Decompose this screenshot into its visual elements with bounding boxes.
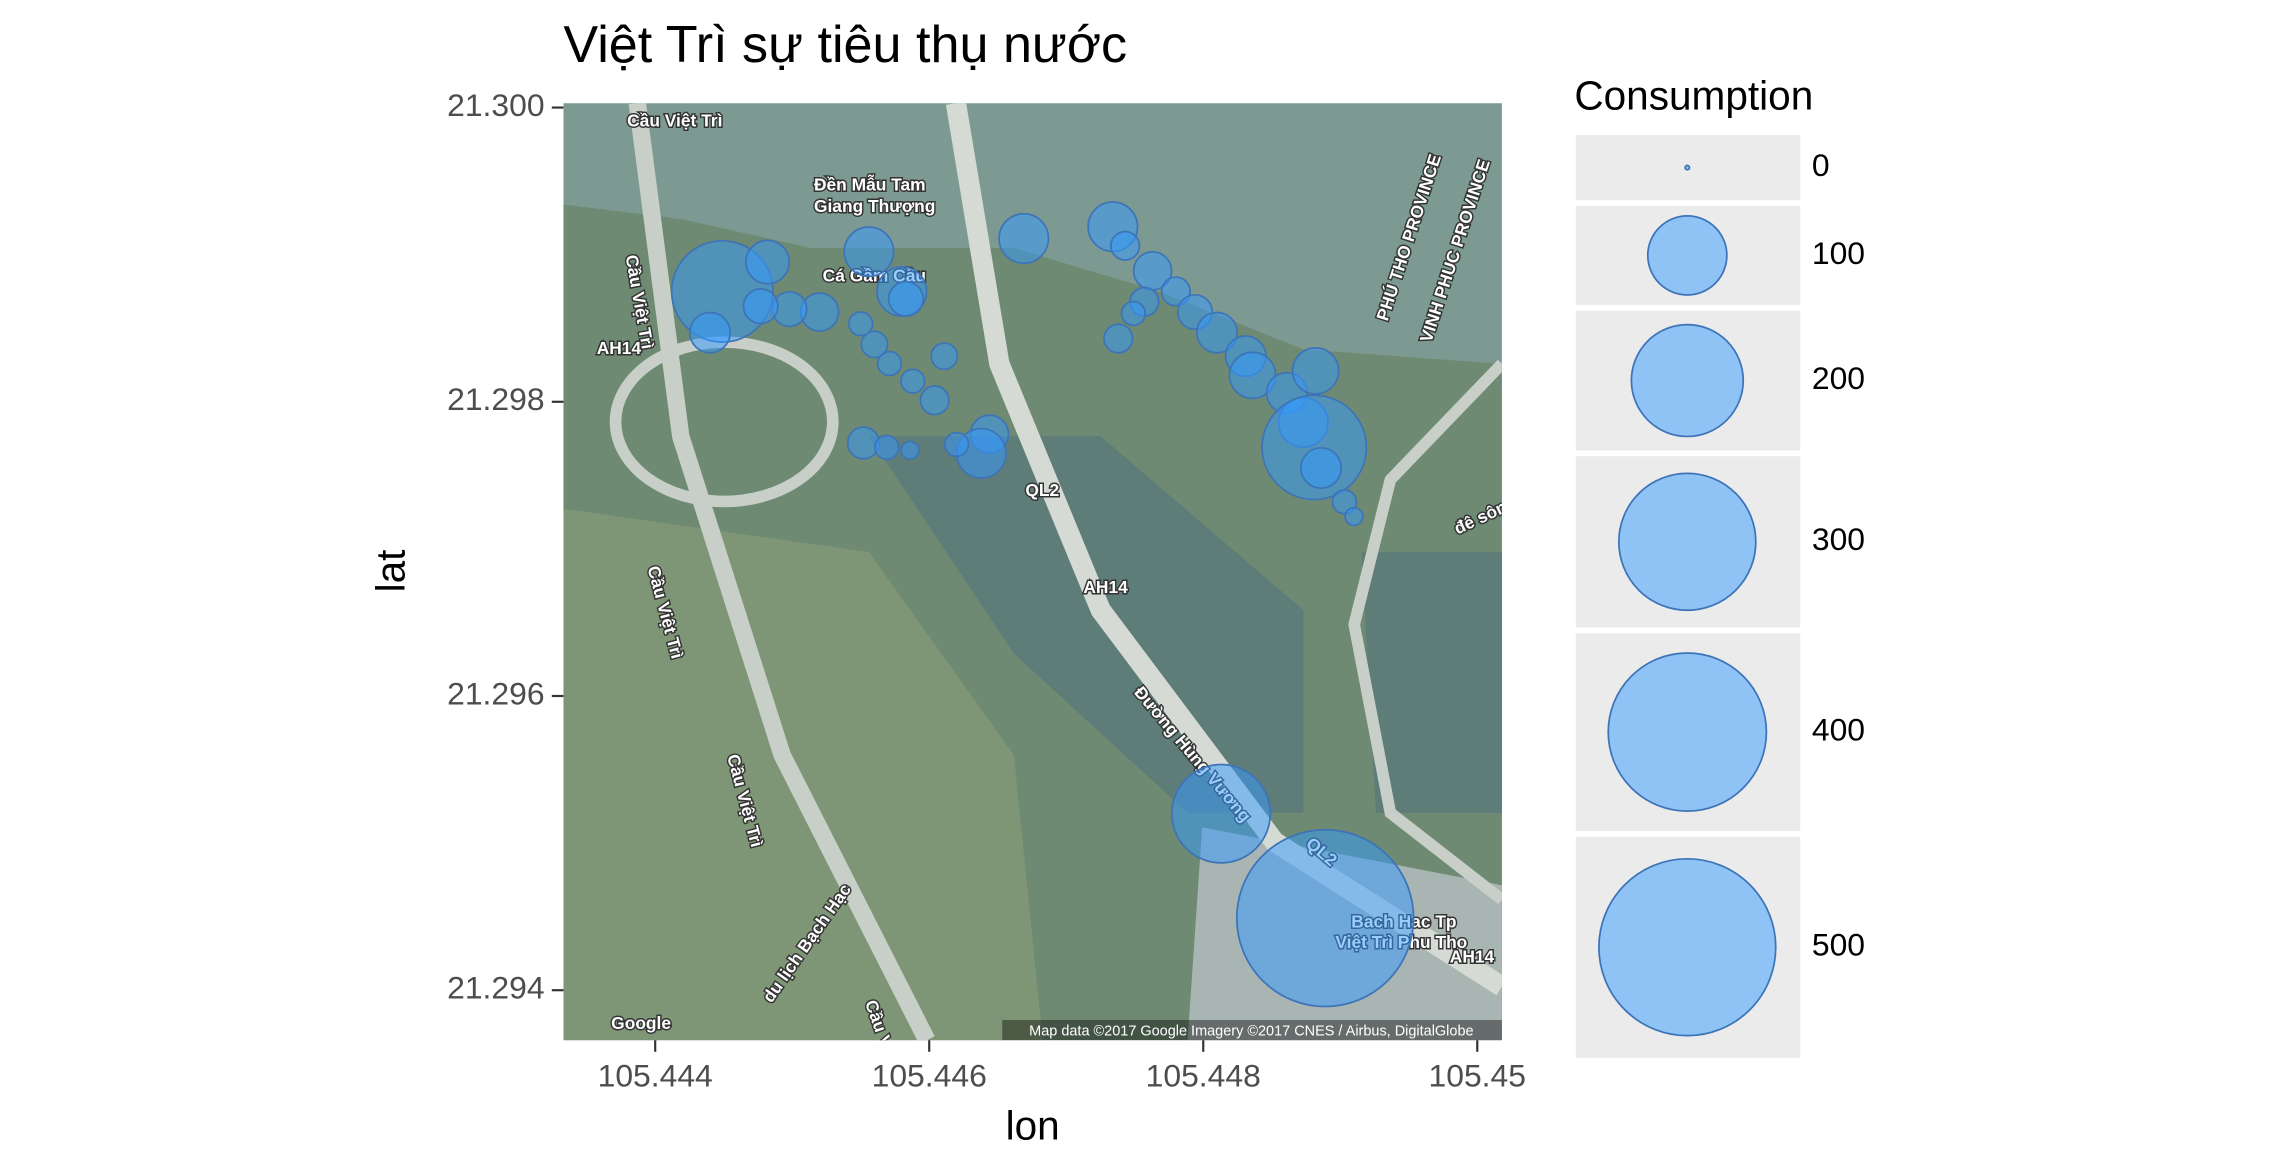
map-label: Đền Mẫu Tam <box>814 174 926 194</box>
legend-bubble <box>1684 164 1691 171</box>
bubble <box>860 330 889 359</box>
bubble <box>1235 828 1415 1008</box>
legend-bubble <box>1598 857 1777 1037</box>
x-tick-label: 105.444 <box>598 1057 713 1093</box>
bubble <box>1291 346 1340 395</box>
y-tick-label: 21.296 <box>447 675 544 711</box>
map-label: AH14 <box>1450 946 1495 966</box>
bubble <box>887 280 925 317</box>
bubble <box>1300 446 1343 490</box>
bubble <box>1110 230 1141 261</box>
map-label: Google <box>611 1013 671 1033</box>
map-label: Map data ©2017 Google Imagery ©2017 CNES… <box>1029 1023 1473 1039</box>
legend-bubble <box>1630 323 1745 438</box>
legend-title: Consumption <box>1574 73 1813 119</box>
map-label: Giang Thượng <box>814 196 935 216</box>
x-axis-label: lon <box>1006 1102 1060 1148</box>
bubble <box>688 311 732 354</box>
legend-label: 300 <box>1812 521 1865 557</box>
bubble <box>846 426 881 460</box>
x-tick-label: 105.446 <box>872 1057 987 1093</box>
map-label: AH14 <box>597 338 642 358</box>
map-label: AH14 <box>1083 577 1128 597</box>
bubble <box>876 350 903 377</box>
x-tick-label: 105.45 <box>1429 1057 1526 1093</box>
legend-label: 500 <box>1812 927 1865 963</box>
bubble <box>745 239 791 285</box>
legend-label: 100 <box>1812 235 1865 271</box>
legend-bubble <box>1617 472 1757 612</box>
map-label: QL2 <box>1025 480 1059 500</box>
chart-title: Việt Trì sự tiêu thụ nước <box>563 16 1127 74</box>
legend-bubble <box>1646 214 1728 296</box>
legend-label: 0 <box>1812 147 1830 183</box>
bubble <box>1103 323 1134 354</box>
y-tick-label: 21.298 <box>447 381 544 417</box>
legend-label: 200 <box>1812 360 1865 396</box>
legend-bubble <box>1607 652 1768 813</box>
bubble <box>874 434 900 461</box>
bubble <box>900 440 920 461</box>
bubble <box>847 311 874 337</box>
map-label: Cầu Việt Trì <box>627 111 722 131</box>
bubble <box>1195 311 1238 354</box>
bubble <box>900 368 926 394</box>
bubble <box>930 342 959 371</box>
y-tick-label: 21.300 <box>447 87 544 123</box>
bubble <box>998 212 1050 265</box>
x-tick-label: 105.448 <box>1146 1057 1261 1093</box>
bubble <box>1120 300 1147 327</box>
bubble <box>1344 506 1364 527</box>
y-axis-label: lat <box>368 550 414 593</box>
y-tick-label: 21.294 <box>447 970 544 1006</box>
legend-label: 400 <box>1812 711 1865 747</box>
bubble <box>742 288 779 325</box>
bubble <box>943 431 970 458</box>
bubble <box>1170 763 1272 864</box>
bubble <box>919 385 950 416</box>
bubble <box>843 226 895 278</box>
